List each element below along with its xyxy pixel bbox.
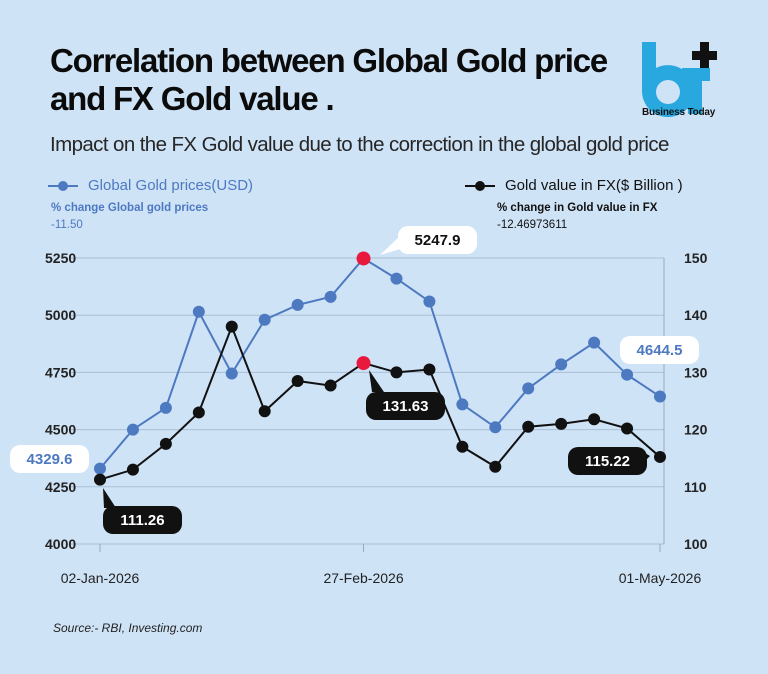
gold-price-point (324, 290, 337, 303)
gold-label-peak-box (398, 226, 477, 254)
fx-value-point (489, 460, 502, 473)
fx-label-peak-pointer (369, 370, 384, 392)
fx-label-start-pointer (103, 488, 116, 508)
fx-value-point (94, 473, 106, 486)
x-tick-label: 01-May-2026 (619, 570, 702, 586)
x-tick-label: 27-Feb-2026 (323, 570, 403, 586)
fx-label-end-box (568, 447, 647, 475)
gold-price-point (489, 421, 502, 434)
y-right-tick-label: 130 (684, 364, 708, 380)
fx-label-peak-box (366, 392, 445, 420)
fx-value-point (291, 374, 304, 387)
legend-fx: Gold value in FX($ Billion ) (465, 177, 683, 194)
gold-label-start-box (10, 445, 89, 473)
source-note: Source:- RBI, Investing.com (53, 621, 203, 635)
page-title: Correlation between Global Gold price an… (50, 42, 608, 117)
fx-value-point (423, 363, 436, 376)
fx-value-point (126, 463, 139, 476)
gold-price-point (456, 398, 469, 411)
y-left-tick-label: 5000 (45, 307, 76, 323)
gold-price-line (99, 257, 661, 470)
gold-price-point (522, 382, 535, 395)
business-today-logo (641, 42, 717, 118)
gold-change-value: -11.50 (51, 219, 83, 231)
gold-price-point (126, 423, 139, 436)
fx-value-point (522, 420, 535, 433)
fx-value-point (225, 320, 238, 333)
gold-price-point (291, 298, 304, 311)
gold-label-end-box (620, 336, 699, 364)
fx-label-end-pointer (640, 450, 650, 466)
fx-value-point (390, 366, 403, 379)
gold-change-label: % change Global gold prices (51, 202, 209, 214)
gold-price-point (192, 305, 205, 318)
legend-fx-label: Gold value in FX($ Billion ) (505, 177, 683, 194)
legend-gold-label: Global Gold prices(USD) (88, 177, 254, 194)
fx-label-end: 115.22 (585, 453, 630, 470)
gold-price-point (588, 336, 601, 349)
y-left-tick-label: 4250 (45, 479, 76, 495)
gold-price-point (555, 358, 568, 371)
fx-label-peak: 131.63 (383, 398, 429, 415)
y-right-tick-label: 100 (684, 536, 708, 552)
fx-value-point (159, 437, 172, 450)
gold-price-point (94, 462, 106, 475)
fx-value-point (192, 406, 205, 419)
gold-label-start: 4329.6 (27, 451, 73, 468)
fx-value-point (356, 356, 371, 371)
y-left-tick-label: 5250 (45, 250, 76, 266)
legend-gold: Global Gold prices(USD) (48, 177, 253, 194)
fx-label-start-box (103, 506, 182, 534)
y-right-tick-label: 110 (684, 479, 707, 495)
gold-label-end: 4644.5 (637, 342, 683, 359)
fx-change-value: -12.46973611 (497, 219, 568, 231)
y-right-tick-label: 120 (684, 422, 708, 438)
page-subtitle: Impact on the FX Gold value due to the c… (50, 133, 669, 156)
x-tick-label: 02-Jan-2026 (61, 570, 140, 586)
fx-label-start: 111.26 (120, 512, 164, 529)
gold-price-point (654, 390, 666, 403)
fx-value-point (654, 450, 666, 463)
fx-value-point (588, 413, 601, 426)
gold-label-peak-pointer (380, 236, 404, 255)
gold-label-peak: 5247.9 (415, 232, 461, 249)
fx-change-label: % change in Gold value in FX (497, 202, 658, 214)
y-right-tick-label: 150 (684, 250, 708, 266)
y-left-tick-label: 4000 (45, 536, 76, 552)
gold-price-point (159, 401, 172, 414)
brand-name: Business Today (642, 107, 716, 118)
gold-price-point (423, 295, 436, 308)
legend-fx-marker (465, 180, 495, 191)
gold-price-point (621, 368, 634, 381)
fx-value-point (258, 405, 271, 418)
fx-value-point (324, 379, 337, 392)
gold-price-point (258, 313, 271, 326)
fx-value-point (621, 422, 634, 435)
fx-value-point (555, 417, 568, 430)
legend-gold-marker (48, 180, 78, 191)
y-left-tick-label: 4750 (45, 364, 76, 380)
y-right-tick-label: 140 (684, 307, 708, 323)
gold-price-point (356, 251, 371, 266)
gold-price-point (225, 367, 238, 380)
fx-value-point (456, 440, 469, 453)
y-left-tick-label: 4500 (45, 422, 76, 438)
gold-price-point (390, 272, 403, 285)
